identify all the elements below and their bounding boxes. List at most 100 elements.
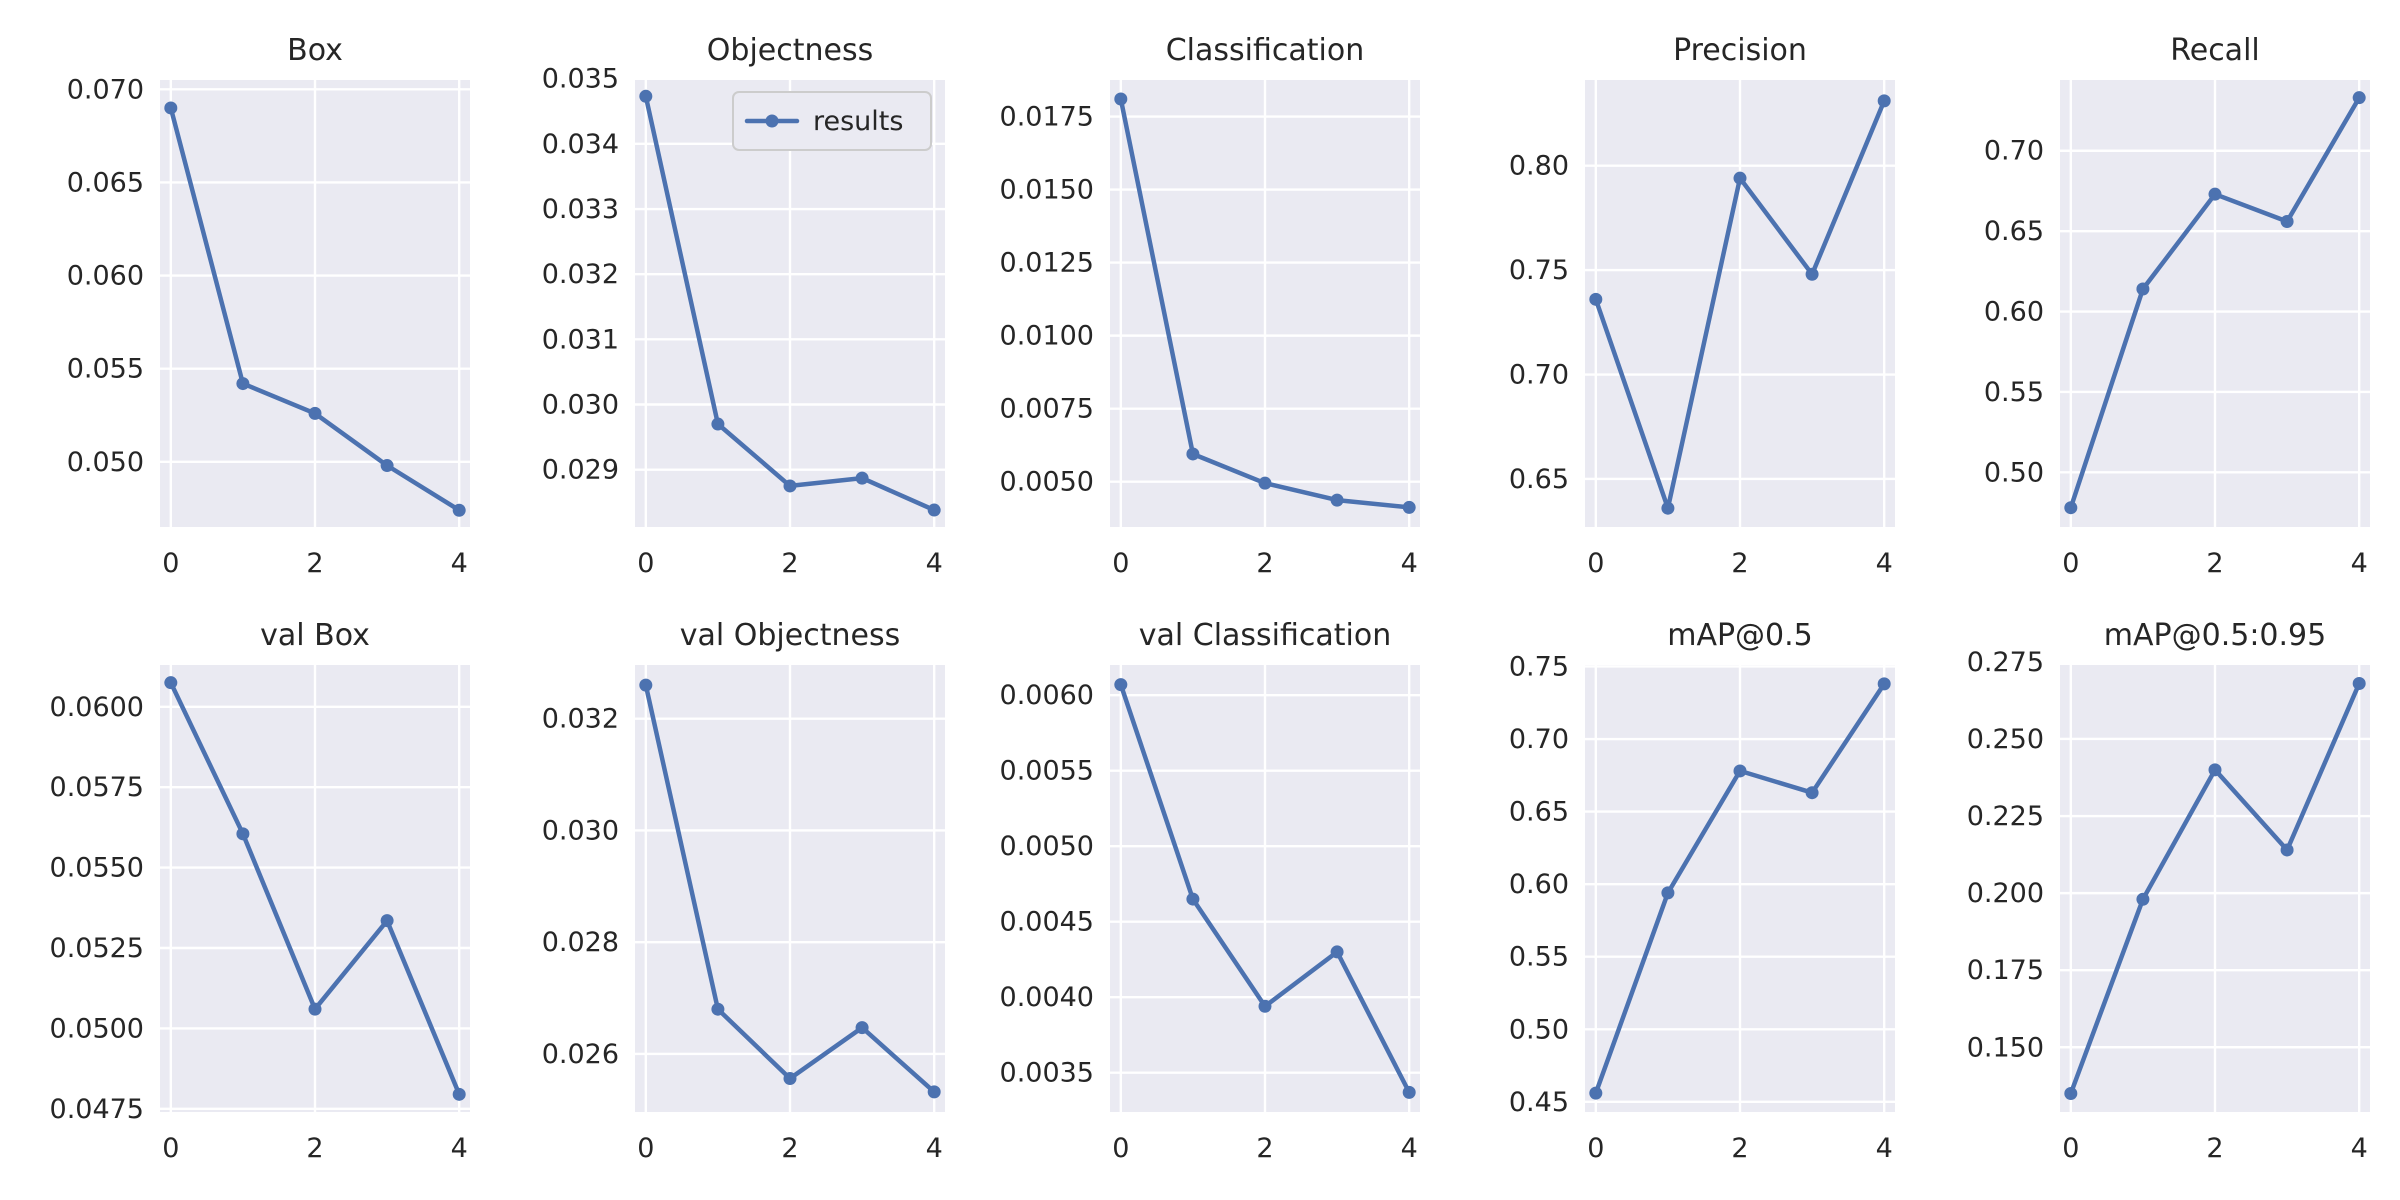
y-tick-label: 0.0075 [1000, 394, 1094, 425]
data-point [380, 459, 394, 473]
data-point [1258, 999, 1272, 1013]
data-point [2208, 763, 2222, 777]
data-point [236, 377, 250, 391]
data-point [1186, 447, 1200, 461]
subplot-9: 0 2 4 0.150 0.175 0.200 0.225 0.250 0.275 mAP@0.5… [1967, 618, 2370, 1164]
data-point [1661, 886, 1675, 900]
y-tick-label: 0.0055 [1000, 756, 1094, 787]
subplot-title: val Box [260, 618, 370, 653]
x-tick-label: 4 [1401, 1133, 1418, 1164]
data-point [2136, 282, 2150, 296]
data-point [2064, 1087, 2078, 1101]
data-point [1805, 267, 1819, 281]
y-tick-label: 0.150 [1967, 1032, 2044, 1063]
y-tick-label: 0.225 [1967, 801, 2044, 832]
data-point [452, 1087, 466, 1101]
x-tick-label: 0 [162, 548, 179, 579]
legend-marker [765, 114, 779, 128]
data-point [855, 471, 869, 485]
y-tick-label: 0.032 [542, 704, 619, 735]
data-point [1402, 1085, 1416, 1099]
data-point [639, 89, 653, 103]
y-tick-label: 0.055 [67, 354, 144, 385]
y-tick-label: 0.0475 [50, 1094, 144, 1125]
y-tick-label: 0.45 [1509, 1087, 1569, 1118]
x-tick-label: 2 [2206, 1133, 2223, 1164]
data-point [308, 1002, 322, 1016]
x-tick-label: 2 [781, 1133, 798, 1164]
x-tick-label: 0 [1587, 1133, 1604, 1164]
x-tick-label: 2 [1731, 1133, 1748, 1164]
data-point [1805, 786, 1819, 800]
y-tick-label: 0.0035 [1000, 1058, 1094, 1089]
y-tick-label: 0.50 [1984, 457, 2044, 488]
y-tick-label: 0.030 [542, 389, 619, 420]
y-tick-label: 0.175 [1967, 955, 2044, 986]
x-tick-label: 2 [1256, 1133, 1273, 1164]
y-tick-label: 0.70 [1509, 360, 1569, 391]
y-tick-label: 0.65 [1984, 216, 2044, 247]
y-tick-label: 0.050 [67, 447, 144, 478]
y-tick-label: 0.065 [67, 167, 144, 198]
x-tick-label: 0 [162, 1133, 179, 1164]
data-point [1733, 171, 1747, 185]
y-tick-label: 0.55 [1984, 377, 2044, 408]
x-tick-label: 0 [637, 1133, 654, 1164]
y-tick-label: 0.030 [542, 815, 619, 846]
y-tick-label: 0.75 [1509, 651, 1569, 682]
data-point [1877, 94, 1891, 108]
y-tick-label: 0.0040 [1000, 982, 1094, 1013]
x-tick-label: 0 [2062, 1133, 2079, 1164]
subplot-2: 0 2 4 0.0050 0.0075 0.0100 0.0125 0.0150 0.0175 C… [1000, 33, 1420, 579]
subplot-title: Box [287, 33, 343, 68]
y-tick-label: 0.60 [1509, 869, 1569, 900]
data-point [1330, 493, 1344, 507]
y-tick-label: 0.0500 [50, 1013, 144, 1044]
x-tick-label: 4 [451, 548, 468, 579]
y-tick-label: 0.0125 [1000, 248, 1094, 279]
x-tick-label: 2 [1256, 548, 1273, 579]
subplot-7: 0 2 4 0.0035 0.0040 0.0045 0.0050 0.0055 0.0060 v… [1000, 618, 1420, 1164]
data-point [711, 417, 725, 431]
data-point [2352, 91, 2366, 105]
x-tick-label: 4 [2351, 548, 2368, 579]
data-point [855, 1021, 869, 1035]
x-tick-label: 4 [1401, 548, 1418, 579]
y-tick-label: 0.060 [67, 261, 144, 292]
y-tick-label: 0.0050 [1000, 467, 1094, 498]
data-point [1258, 476, 1272, 490]
y-tick-label: 0.033 [542, 194, 619, 225]
subplot-title: val Classification [1139, 618, 1392, 653]
data-point [236, 827, 250, 841]
x-tick-label: 0 [2062, 548, 2079, 579]
y-tick-label: 0.0045 [1000, 907, 1094, 938]
y-tick-label: 0.0550 [50, 853, 144, 884]
data-point [1114, 678, 1128, 692]
subplot-3: 0 2 4 0.65 0.70 0.75 0.80 Precision [1509, 33, 1895, 579]
x-tick-label: 2 [781, 548, 798, 579]
subplot-4: 0 2 4 0.50 0.55 0.60 0.65 0.70 Recall [1984, 33, 2370, 579]
y-tick-label: 0.0175 [1000, 102, 1094, 133]
x-tick-label: 2 [2206, 548, 2223, 579]
x-tick-label: 0 [637, 548, 654, 579]
y-tick-label: 0.028 [542, 927, 619, 958]
data-point [380, 914, 394, 928]
y-tick-label: 0.200 [1967, 878, 2044, 909]
subplot-title: mAP@0.5:0.95 [2104, 618, 2326, 653]
y-tick-label: 0.0600 [50, 692, 144, 723]
data-point [164, 676, 178, 690]
data-point [1402, 500, 1416, 514]
legend: results [732, 91, 932, 151]
y-tick-label: 0.0150 [1000, 175, 1094, 206]
y-tick-label: 0.250 [1967, 724, 2044, 755]
x-tick-label: 0 [1587, 548, 1604, 579]
data-point [783, 1071, 797, 1085]
y-tick-label: 0.60 [1984, 297, 2044, 328]
data-point [2352, 676, 2366, 690]
y-tick-label: 0.275 [1967, 647, 2044, 678]
x-tick-label: 2 [1731, 548, 1748, 579]
y-tick-label: 0.70 [1984, 136, 2044, 167]
data-point [2280, 843, 2294, 857]
data-point [1589, 1086, 1603, 1100]
data-point [783, 479, 797, 493]
